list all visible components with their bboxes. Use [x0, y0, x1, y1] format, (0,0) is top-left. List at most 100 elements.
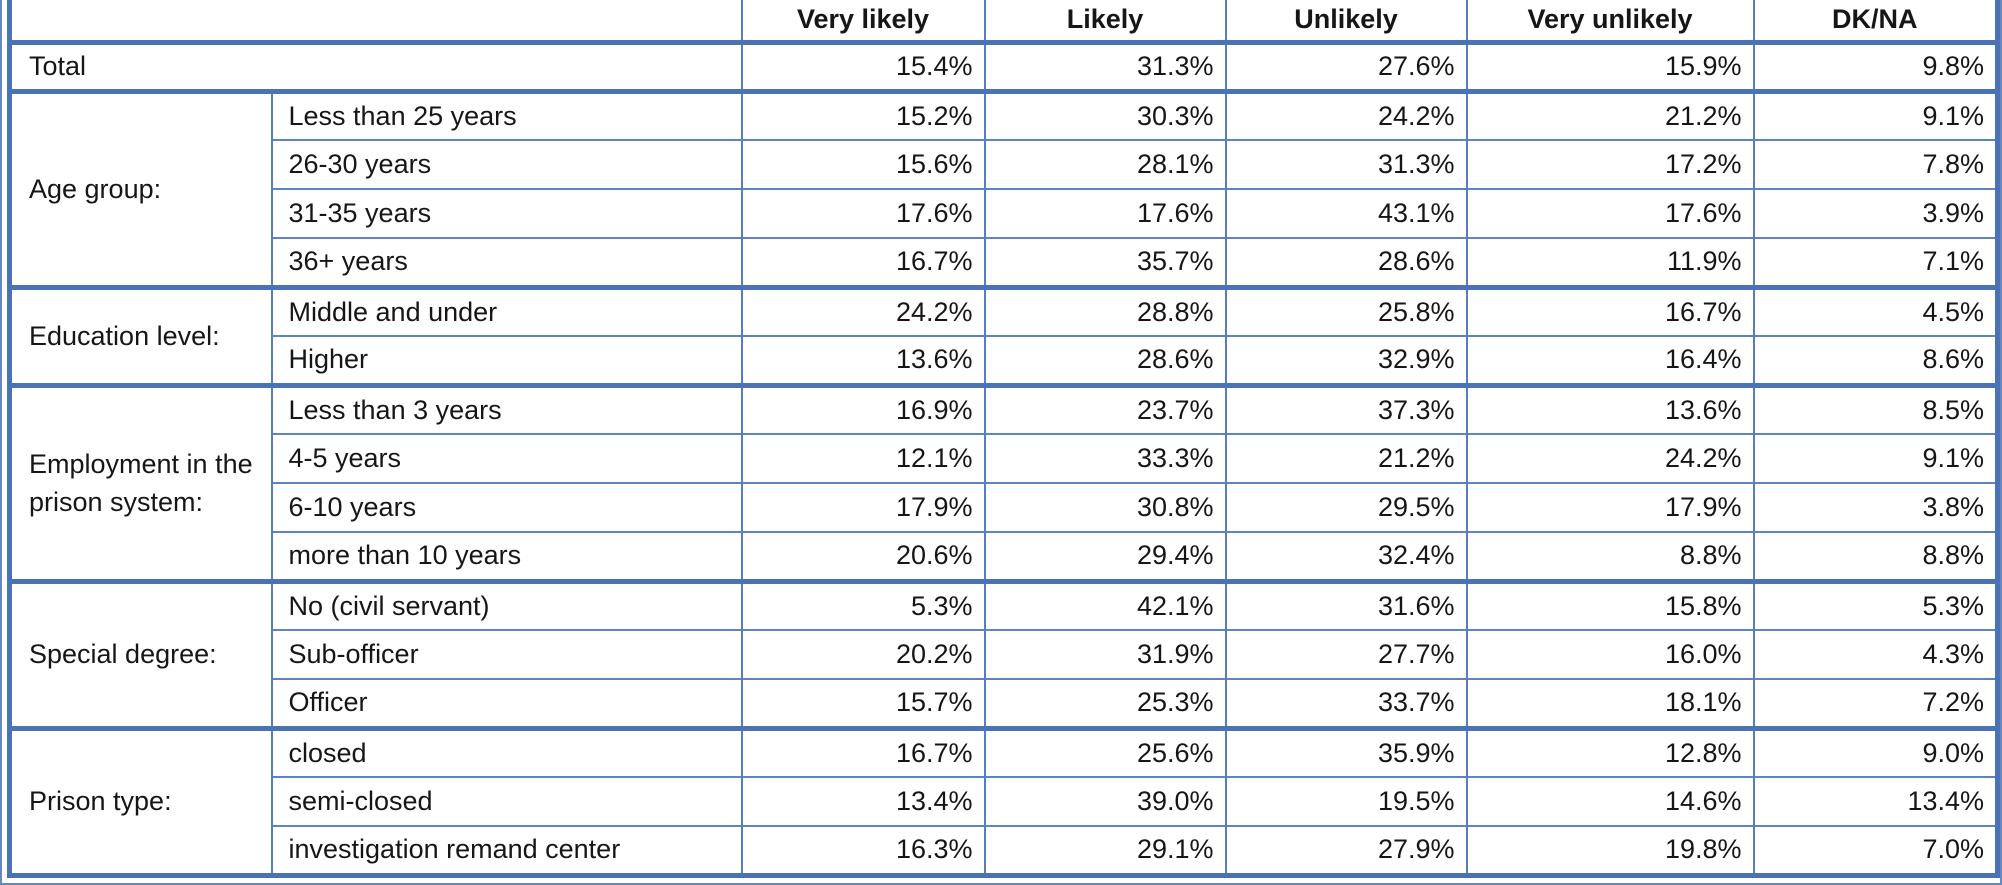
cell-value: 8.8% [1465, 531, 1755, 581]
cell-value: 31.3% [1224, 139, 1468, 189]
table-row: Total 15.4% 31.3% 27.6% 15.9% 9.8% [8, 42, 1999, 91]
table-row: 36+ years 16.7% 35.7% 28.6% 11.9% 7.1% [10, 237, 1999, 287]
row-label: Less than 25 years [270, 91, 743, 140]
total-label: Total [8, 42, 743, 91]
table-row: Officer 15.7% 25.3% 33.7% 18.1% 7.2% [10, 678, 1999, 728]
cell-value: 15.2% [740, 91, 986, 140]
cell-value: 30.8% [983, 482, 1227, 532]
cell-value: 16.7% [1465, 287, 1755, 336]
row-label: Middle and under [270, 287, 743, 336]
cell-value: 21.2% [1224, 433, 1468, 483]
table-row: Prison type: closed 16.7% 25.6% 35.9% 12… [8, 728, 1999, 875]
table-row: 26-30 years 15.6% 28.1% 31.3% 17.2% 7.8% [10, 139, 1999, 189]
header-likely: Likely [983, 0, 1227, 42]
cell-value: 16.9% [740, 385, 986, 434]
row-label: 6-10 years [270, 482, 743, 532]
header-empty-cell [8, 0, 743, 42]
cell-value: 31.3% [983, 42, 1227, 91]
cell-value: 7.2% [1752, 678, 1999, 728]
row-label: No (civil servant) [270, 581, 743, 630]
cell-value: 27.7% [1224, 629, 1468, 679]
cell-value: 29.1% [983, 825, 1227, 875]
cell-value: 8.8% [1752, 531, 1999, 581]
cell-value: 13.4% [1752, 776, 1999, 826]
table-row: semi-closed 13.4% 39.0% 19.5% 14.6% 13.4… [10, 776, 1999, 826]
cell-value: 21.2% [1465, 91, 1755, 140]
cell-value: 27.6% [1224, 42, 1468, 91]
cell-value: 31.9% [983, 629, 1227, 679]
age-group-section: Age group: Less than 25 years 15.2% 30.3… [8, 91, 1999, 287]
total-section: Total 15.4% 31.3% 27.6% 15.9% 9.8% [8, 42, 1999, 91]
cell-value: 28.8% [983, 287, 1227, 336]
cell-value: 13.4% [740, 776, 986, 826]
cell-value: 16.4% [1465, 335, 1755, 385]
cell-value: 33.3% [983, 433, 1227, 483]
cell-value: 15.7% [740, 678, 986, 728]
cell-value: 17.6% [983, 188, 1227, 238]
group-label-education: Education level: [8, 287, 273, 385]
cell-value: 35.9% [1224, 728, 1468, 777]
table-row: Employment in the prison system: Less th… [8, 385, 1999, 581]
prison-type-section: Prison type: closed 16.7% 25.6% 35.9% 12… [8, 728, 1999, 875]
cell-value: 9.1% [1752, 91, 1999, 140]
cell-value: 14.6% [1465, 776, 1755, 826]
table-row: Sub-officer 20.2% 31.9% 27.7% 16.0% 4.3% [10, 629, 1999, 679]
cell-value: 16.3% [740, 825, 986, 875]
row-label: investigation remand center [270, 825, 743, 875]
group-label-prison-type: Prison type: [8, 728, 273, 875]
group-label-employment: Employment in the prison system: [8, 385, 273, 581]
cell-value: 17.2% [1465, 139, 1755, 189]
cell-value: 24.2% [1224, 91, 1468, 140]
cell-value: 7.1% [1752, 237, 1999, 287]
cell-value: 13.6% [1465, 385, 1755, 434]
cell-value: 25.6% [983, 728, 1227, 777]
cell-value: 12.8% [1465, 728, 1755, 777]
cell-value: 9.8% [1752, 42, 1999, 91]
table-row: Age group: Less than 25 years 15.2% 30.3… [8, 91, 1999, 287]
row-label: Higher [270, 335, 743, 385]
education-level-section: Education level: Middle and under 24.2% … [8, 287, 1999, 385]
cell-value: 39.0% [983, 776, 1227, 826]
cell-value: 11.9% [1465, 237, 1755, 287]
cell-value: 30.3% [983, 91, 1227, 140]
header-very-likely: Very likely [740, 0, 986, 42]
cell-value: 16.0% [1465, 629, 1755, 679]
cell-value: 17.9% [1465, 482, 1755, 532]
row-label: more than 10 years [270, 531, 743, 581]
row-label: 36+ years [270, 237, 743, 287]
cell-value: 15.6% [740, 139, 986, 189]
cell-value: 17.9% [740, 482, 986, 532]
table-row: 4-5 years 12.1% 33.3% 21.2% 24.2% 9.1% [10, 433, 1999, 483]
cell-value: 35.7% [983, 237, 1227, 287]
table-row: 31-35 years 17.6% 17.6% 43.1% 17.6% 3.9% [10, 188, 1999, 238]
table-row: more than 10 years 20.6% 29.4% 32.4% 8.8… [10, 531, 1999, 581]
table-row: 6-10 years 17.9% 30.8% 29.5% 17.9% 3.8% [10, 482, 1999, 532]
cell-value: 19.8% [1465, 825, 1755, 875]
special-degree-section: Special degree: No (civil servant) 5.3% … [8, 581, 1999, 728]
header-very-unlikely: Very unlikely [1465, 0, 1755, 42]
table-row: Education level: Middle and under 24.2% … [8, 287, 1999, 385]
cell-value: 23.7% [983, 385, 1227, 434]
row-label: Officer [270, 678, 743, 728]
employment-section: Employment in the prison system: Less th… [8, 385, 1999, 581]
cell-value: 29.5% [1224, 482, 1468, 532]
row-label: 26-30 years [270, 139, 743, 189]
row-label: Sub-officer [270, 629, 743, 679]
row-label: 31-35 years [270, 188, 743, 238]
cell-value: 37.3% [1224, 385, 1468, 434]
cell-value: 15.4% [740, 42, 986, 91]
cell-value: 9.1% [1752, 433, 1999, 483]
cell-value: 28.1% [983, 139, 1227, 189]
table-row: investigation remand center 16.3% 29.1% … [10, 825, 1999, 875]
survey-results-table: Very likely Likely Unlikely Very unlikel… [7, 0, 2000, 878]
cell-value: 20.6% [740, 531, 986, 581]
cell-value: 18.1% [1465, 678, 1755, 728]
header-row: Very likely Likely Unlikely Very unlikel… [8, 0, 1999, 42]
cell-value: 5.3% [740, 581, 986, 630]
cell-value: 9.0% [1752, 728, 1999, 777]
cell-value: 8.5% [1752, 385, 1999, 434]
cell-value: 16.7% [740, 237, 986, 287]
cell-value: 5.3% [1752, 581, 1999, 630]
row-label: Less than 3 years [270, 385, 743, 434]
